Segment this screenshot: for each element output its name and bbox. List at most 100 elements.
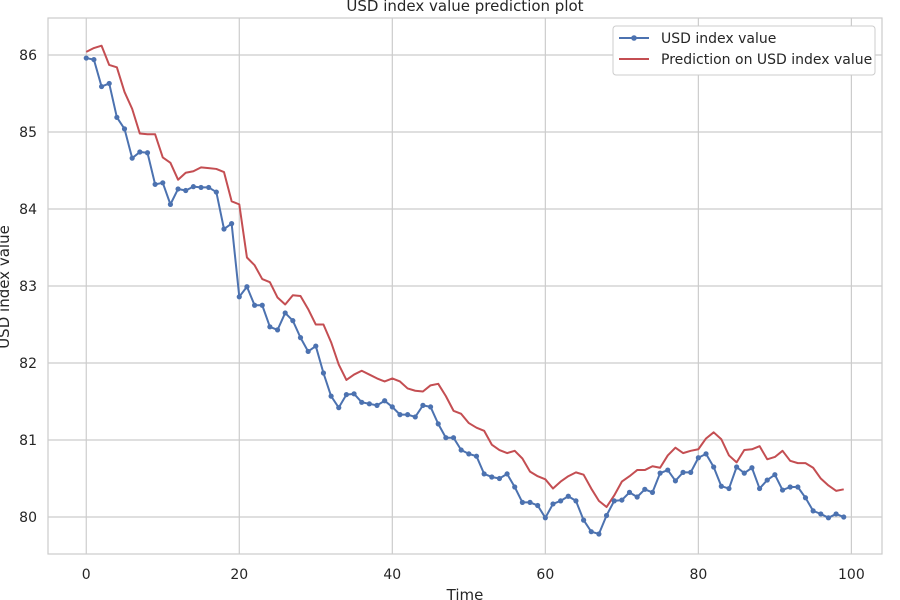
data-point	[351, 391, 357, 397]
data-point	[167, 201, 174, 207]
data-point	[558, 498, 564, 504]
data-point	[450, 435, 457, 441]
data-point	[825, 515, 832, 521]
data-point	[152, 181, 158, 187]
data-point	[313, 343, 319, 349]
data-point	[144, 150, 151, 156]
data-point	[343, 391, 349, 398]
x-tick-label: 0	[82, 567, 91, 583]
data-point	[711, 464, 717, 470]
series-line-prediction	[85, 44, 844, 509]
data-point	[657, 470, 663, 476]
data-point	[603, 512, 610, 519]
data-point	[259, 302, 265, 308]
data-point	[626, 489, 633, 495]
data-point	[320, 370, 327, 376]
y-tick-label: 80	[19, 510, 37, 526]
data-point	[726, 485, 732, 492]
data-point	[527, 499, 533, 505]
series-layer	[83, 44, 847, 537]
legend-marker-usd-index	[631, 35, 637, 41]
data-point	[734, 464, 740, 470]
data-point	[841, 514, 847, 520]
tick-labels: 0 20 40 60 80 100 80 81 82 83 84 85 86	[19, 48, 865, 583]
grid	[48, 18, 882, 554]
data-point	[504, 471, 510, 477]
data-point	[512, 484, 518, 490]
data-point	[305, 348, 311, 355]
data-point	[106, 80, 112, 87]
x-tick-label: 80	[689, 567, 707, 583]
data-point	[718, 483, 724, 489]
data-point	[389, 404, 395, 410]
data-point	[267, 324, 273, 330]
y-tick-label: 83	[19, 279, 37, 295]
y-tick-label: 84	[19, 202, 37, 218]
data-point	[619, 497, 625, 503]
data-point	[183, 187, 189, 194]
data-point	[810, 508, 816, 514]
data-point	[297, 335, 304, 341]
plot-frame	[47, 17, 883, 555]
data-point	[833, 511, 839, 517]
data-point	[244, 284, 250, 290]
x-tick-label: 20	[230, 567, 248, 583]
data-point	[190, 184, 196, 190]
y-tick-label: 86	[19, 48, 37, 64]
data-point	[779, 487, 786, 493]
data-point	[489, 474, 495, 480]
data-point	[328, 393, 334, 399]
data-point	[703, 451, 709, 457]
data-point	[565, 493, 571, 499]
data-point	[382, 398, 388, 404]
y-axis-title: USD index value	[0, 225, 13, 349]
data-point	[818, 511, 824, 517]
y-tick-label: 85	[19, 125, 37, 141]
legend-label-prediction: Prediction on USD index value	[661, 52, 872, 68]
series-line-actual	[86, 57, 845, 535]
data-point	[680, 469, 686, 475]
legend-box	[612, 25, 876, 76]
data-point	[412, 414, 418, 420]
data-point	[672, 478, 679, 484]
data-point	[787, 484, 793, 490]
data-point	[435, 421, 441, 427]
data-point	[596, 531, 602, 537]
data-point	[695, 455, 701, 461]
data-point	[374, 402, 380, 408]
data-point	[688, 469, 694, 475]
data-point	[359, 399, 365, 405]
data-point	[282, 310, 288, 316]
data-point	[236, 294, 242, 300]
data-point	[795, 484, 801, 490]
data-point	[83, 55, 89, 61]
data-point	[481, 471, 487, 477]
y-tick-label: 82	[19, 356, 37, 372]
data-point	[573, 498, 579, 504]
data-point	[756, 485, 763, 492]
data-point	[535, 502, 541, 509]
data-point	[98, 83, 105, 90]
data-point	[137, 149, 143, 155]
data-point	[397, 412, 403, 418]
data-point	[665, 467, 671, 473]
data-point	[213, 189, 219, 195]
data-point	[588, 529, 594, 535]
data-point	[290, 318, 296, 324]
y-tick-label: 81	[19, 433, 37, 449]
data-point	[519, 499, 525, 505]
x-tick-label: 40	[383, 567, 401, 583]
data-point	[160, 180, 166, 186]
data-point	[550, 501, 556, 507]
data-point	[772, 472, 778, 478]
data-point	[114, 114, 120, 120]
data-point	[634, 494, 640, 500]
data-point	[175, 186, 181, 192]
data-point	[91, 56, 97, 63]
data-point	[496, 475, 503, 482]
data-point	[741, 470, 747, 476]
data-point	[802, 495, 809, 501]
data-point	[405, 412, 411, 418]
data-point	[749, 465, 755, 471]
